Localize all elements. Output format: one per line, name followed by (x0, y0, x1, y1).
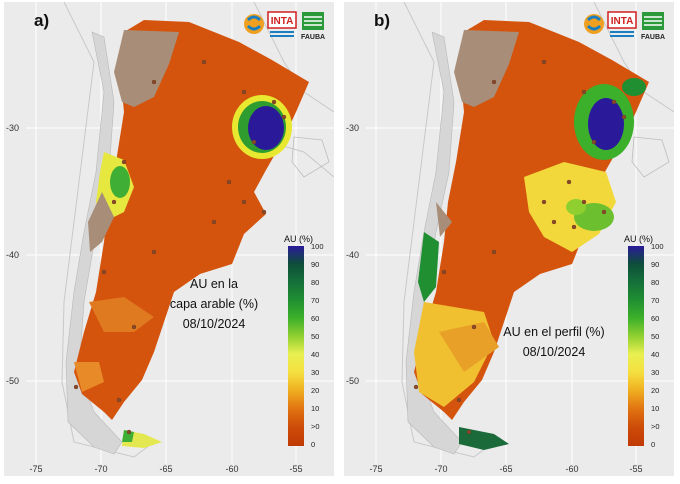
panel-a-caption: AU en la capa arable (%) 08/10/2024 (154, 274, 274, 334)
legend-b-label-7: 30 (651, 368, 660, 377)
legend-a-label-3: 70 (311, 296, 320, 305)
x-tick-b-2: -65 (499, 464, 512, 474)
fauba-logo-a: FAUBA (301, 34, 325, 41)
x-tick-b-4: -55 (629, 464, 642, 474)
y-tick-b-1: -40 (346, 250, 359, 260)
inta-logo-a: INTA (271, 16, 294, 27)
legend-b-title: AU (%) (624, 234, 653, 244)
legend-a-label-9: 10 (311, 404, 320, 413)
legend-a: AU (%) 100 90 80 70 60 50 40 30 20 10 >0… (284, 234, 334, 454)
x-tick-b-3: -60 (565, 464, 578, 474)
legend-a-label-10: >0 (311, 422, 320, 431)
legend-a-label-8: 20 (311, 386, 320, 395)
legend-b-label-1: 90 (651, 260, 660, 269)
x-tick-a-2: -65 (159, 464, 172, 474)
x-tick-a-4: -55 (289, 464, 302, 474)
legend-b-label-2: 80 (651, 278, 660, 287)
panel-b-caption: AU en el perfil (%) 08/10/2024 (484, 322, 624, 362)
legend-b-label-0: 100 (651, 242, 664, 251)
map-svg-a: -75 -70 -65 -60 -55 -30 -40 -50 (6, 2, 334, 474)
y-tick-a-2: -50 (6, 376, 19, 386)
inta-logo-b: INTA (611, 16, 634, 27)
y-tick-a-1: -40 (6, 250, 19, 260)
y-tick-a-0: -30 (6, 123, 19, 133)
legend-b-label-6: 40 (651, 350, 660, 359)
caption-a-line-1: AU en la (190, 277, 238, 291)
x-tick-a-1: -70 (94, 464, 107, 474)
y-tick-b-0: -30 (346, 123, 359, 133)
legend-b-label-8: 20 (651, 386, 660, 395)
legend-b: AU (%) 100 90 80 70 60 50 40 30 20 10 >0… (624, 234, 674, 454)
legend-b-label-10: >0 (651, 422, 660, 431)
legend-a-label-2: 80 (311, 278, 320, 287)
legend-b-bar (628, 246, 644, 446)
legend-a-bar (288, 246, 304, 446)
legend-a-label-0: 100 (311, 242, 324, 251)
map-panel-b: -75 -70 -65 -60 -55 -30 -40 -50 b) AU en… (344, 2, 674, 476)
legend-b-label-9: 10 (651, 404, 660, 413)
legend-a-label-11: 0 (311, 440, 316, 449)
x-tick-a-3: -60 (225, 464, 238, 474)
legend-b-label-4: 60 (651, 314, 660, 323)
map-panel-a: -75 -70 -65 -60 -55 -30 -40 -50 a) AU en… (4, 2, 334, 476)
legend-b-label-11: 0 (651, 440, 656, 449)
legend-a-label-5: 50 (311, 332, 320, 341)
caption-a-line-2: capa arable (%) (169, 297, 259, 311)
caption-b-line-2: 08/10/2024 (522, 345, 586, 359)
map-svg-b: -75 -70 -65 -60 -55 -30 -40 -50 (346, 2, 674, 474)
panel-a-label: a) (34, 11, 50, 30)
logo-group-a: INTA FAUBA (244, 11, 325, 41)
legend-a-label-7: 30 (311, 368, 320, 377)
fauba-logo-b: FAUBA (641, 34, 665, 41)
legend-a-label-4: 60 (311, 314, 320, 323)
legend-a-label-6: 40 (311, 350, 320, 359)
x-tick-b-0: -75 (369, 464, 382, 474)
legend-b-label-5: 50 (651, 332, 660, 341)
x-tick-b-1: -70 (434, 464, 447, 474)
y-tick-b-2: -50 (346, 376, 359, 386)
legend-b-label-3: 70 (651, 296, 660, 305)
legend-a-title: AU (%) (284, 234, 313, 244)
x-tick-a-0: -75 (29, 464, 42, 474)
caption-b-line-1: AU en el perfil (%) (503, 325, 605, 339)
caption-a-line-3: 08/10/2024 (182, 317, 246, 331)
logo-group-b: INTA FAUBA (584, 11, 665, 41)
legend-a-label-1: 90 (311, 260, 320, 269)
panel-b-label: b) (374, 11, 391, 30)
